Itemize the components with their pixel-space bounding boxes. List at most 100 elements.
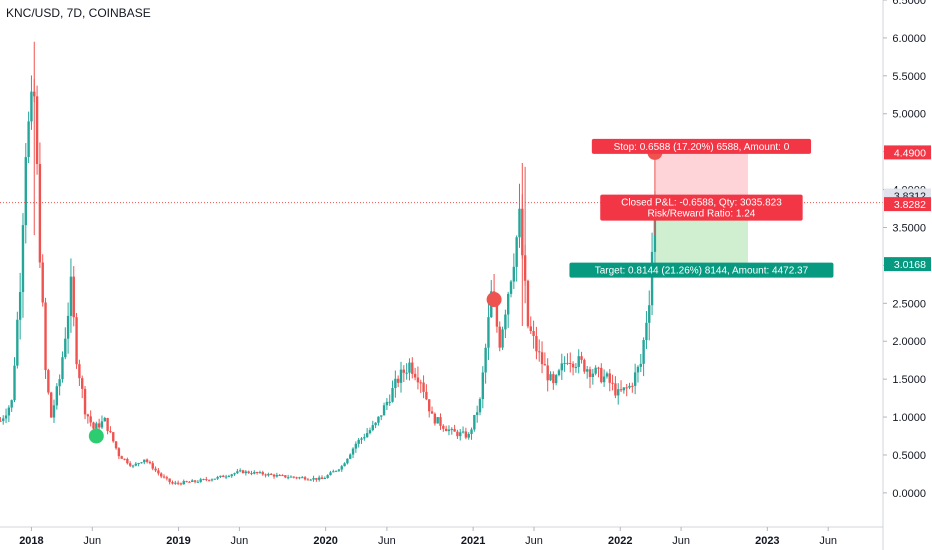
candle-body	[86, 414, 90, 417]
candle-body	[506, 293, 510, 315]
candle-body	[349, 454, 352, 459]
candle-body	[518, 208, 521, 238]
candle-body	[456, 431, 459, 437]
candle-body	[10, 400, 13, 408]
candle-body	[549, 374, 552, 381]
candle-body	[614, 383, 617, 396]
candle-body	[408, 362, 411, 373]
candle-body	[320, 477, 324, 480]
markers	[88, 144, 663, 444]
candle-body	[459, 432, 462, 437]
candle-body	[44, 302, 47, 371]
candle-body	[230, 474, 233, 477]
candle-body	[171, 482, 174, 484]
x-tick-label: 2018	[19, 535, 43, 547]
candle-body	[608, 373, 611, 383]
candle-body	[340, 466, 343, 470]
candle-body	[168, 478, 171, 483]
candle-body	[13, 365, 16, 401]
candle-body	[219, 475, 222, 477]
candle-body	[602, 376, 606, 383]
candle-body	[75, 317, 78, 365]
x-tick-label: Jun	[819, 535, 837, 547]
candle-body	[286, 477, 290, 479]
candle-body	[617, 389, 620, 396]
candle-body	[571, 363, 575, 368]
y-tick-label: 0.5000	[892, 450, 926, 462]
candle-body	[368, 430, 372, 434]
candle-body	[205, 479, 208, 481]
candle-body	[563, 362, 566, 364]
target-badge	[884, 257, 931, 272]
candle-body	[303, 477, 307, 480]
candle-body	[464, 431, 468, 438]
candle-body	[38, 163, 42, 263]
candle-body	[402, 369, 406, 373]
candle-body	[140, 462, 143, 464]
candle-body	[622, 387, 626, 391]
candle-body	[7, 407, 11, 416]
candle-body	[642, 340, 645, 364]
candle-body	[351, 448, 355, 455]
candle-body	[97, 423, 101, 428]
candle-body	[174, 482, 177, 484]
candle-body	[399, 369, 403, 383]
pnl-label-box	[600, 194, 803, 221]
candle-body	[442, 425, 445, 429]
candle-body	[631, 385, 634, 387]
candle-body	[645, 322, 648, 341]
candle-body	[433, 413, 437, 424]
candle-body	[213, 478, 217, 480]
pnl-label-text: Risk/Reward Ratio: 1.24	[648, 209, 756, 220]
candle-body	[470, 429, 473, 434]
candle-body	[236, 471, 239, 474]
entry-badge	[884, 197, 931, 212]
candle-body	[185, 481, 188, 483]
target-label-text: Target: 0.8144 (21.26%) 8144, Amount: 44…	[595, 266, 809, 277]
candle-body	[394, 378, 397, 389]
candle-body	[473, 414, 476, 430]
candle-body	[416, 377, 420, 383]
candle-body	[100, 421, 104, 428]
candle-body	[360, 438, 363, 440]
target-badge-text: 3.0168	[894, 259, 926, 271]
candle-body	[481, 372, 485, 400]
candle-body	[47, 370, 50, 393]
candle-body	[588, 369, 592, 378]
candle-body	[371, 425, 374, 431]
candle-body	[413, 373, 417, 378]
candle-body	[66, 315, 70, 339]
candle-body	[52, 405, 56, 418]
chart-title: KNC/USD, 7D, COINBASE	[6, 6, 151, 20]
candle-body	[49, 392, 53, 418]
candle-body	[569, 363, 572, 365]
candle-body	[41, 262, 44, 303]
candle-body	[467, 433, 470, 438]
candle-body	[594, 367, 597, 374]
candle-body	[0, 420, 2, 422]
candle-body	[151, 463, 154, 469]
candle-body	[61, 357, 64, 380]
y-tick-label: 0.0000	[892, 488, 926, 500]
candle-body	[301, 477, 304, 479]
candle-body	[267, 473, 270, 476]
position-zones	[654, 152, 748, 265]
candle-body	[114, 441, 118, 449]
candle-body	[495, 304, 499, 327]
stop-label-text: Stop: 0.6588 (17.20%) 6588, Amount: 0	[614, 142, 790, 153]
candle-body	[363, 437, 366, 439]
candle-body	[639, 363, 642, 367]
y-tick-label: 5.5000	[892, 71, 926, 83]
candle-body	[583, 359, 586, 372]
stop-badge-text: 4.4900	[894, 147, 926, 159]
candle-body	[210, 479, 214, 481]
candle-body	[199, 479, 202, 482]
candle-body	[188, 481, 191, 483]
candle-body	[334, 470, 338, 472]
y-tick-label: 2.0000	[892, 336, 926, 348]
candle-body	[484, 347, 487, 373]
candle-body	[233, 473, 236, 475]
candle-body	[284, 475, 287, 478]
candle-body	[247, 471, 250, 474]
